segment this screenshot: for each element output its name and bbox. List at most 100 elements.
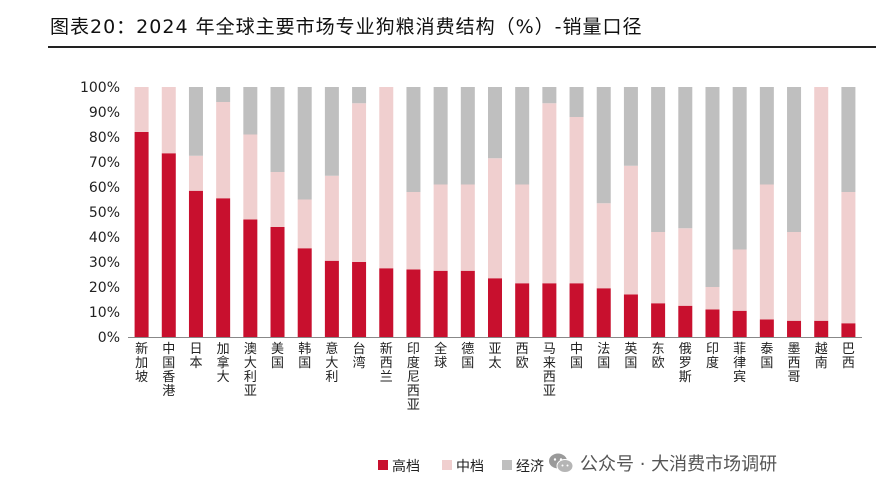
x-category-label: 亚太 bbox=[488, 342, 501, 371]
x-category-label: 新加坡 bbox=[135, 341, 148, 385]
bar-segment-premium bbox=[841, 323, 856, 337]
bar-segment-mid bbox=[678, 228, 693, 306]
bar-segment-economy bbox=[515, 87, 530, 185]
bar-segment-premium bbox=[814, 320, 829, 337]
x-category-label: 美国 bbox=[271, 342, 284, 371]
bar-segment-mid bbox=[188, 155, 203, 191]
bar-segment-premium bbox=[596, 288, 611, 337]
bar-segment-premium bbox=[732, 310, 747, 337]
bar-segment-mid bbox=[134, 87, 149, 132]
bar-segment-mid bbox=[651, 232, 666, 304]
bar-segment-economy bbox=[596, 87, 611, 204]
x-category-label: 菲律宾 bbox=[733, 342, 746, 385]
y-tick-label: 60% bbox=[89, 180, 120, 196]
bar-segment-mid bbox=[161, 87, 176, 154]
x-category-label: 中国香港 bbox=[162, 342, 175, 399]
bar-segment-mid bbox=[569, 117, 584, 284]
legend-label: 经济 bbox=[516, 459, 544, 475]
legend-swatch bbox=[378, 460, 388, 470]
bar-segment-premium bbox=[406, 269, 421, 337]
legend-swatch bbox=[442, 460, 452, 470]
bar-segment-premium bbox=[134, 132, 149, 337]
y-tick-label: 90% bbox=[89, 105, 120, 121]
x-category-label: 西欧 bbox=[516, 342, 529, 371]
bar-segment-economy bbox=[216, 87, 231, 102]
bar-segment-economy bbox=[433, 87, 448, 185]
watermark-text: 公众号 · 大消费市场调研 bbox=[580, 454, 778, 475]
bar-segment-premium bbox=[352, 262, 367, 337]
bar-segment-economy bbox=[488, 87, 502, 159]
bar-segment-premium bbox=[488, 278, 502, 337]
bar-segment-mid bbox=[841, 192, 856, 324]
x-category-label: 法国 bbox=[597, 342, 610, 371]
bar-segment-mid bbox=[297, 199, 312, 249]
y-tick-label: 70% bbox=[89, 155, 120, 171]
bar-segment-mid bbox=[596, 203, 611, 289]
x-category-label: 印度尼西亚 bbox=[407, 342, 420, 413]
bar-segment-premium bbox=[759, 319, 774, 337]
bar-segment-mid bbox=[433, 184, 448, 271]
bar-segment-economy bbox=[569, 87, 584, 117]
bar-segment-mid bbox=[515, 184, 530, 284]
x-category-label: 墨西哥 bbox=[788, 342, 801, 385]
bar-segment-premium bbox=[297, 248, 312, 337]
bar-segment-economy bbox=[243, 87, 258, 135]
y-tick-label: 40% bbox=[89, 230, 120, 246]
title-underline bbox=[48, 46, 876, 48]
bar-segment-mid bbox=[814, 87, 829, 321]
bar-segment-economy bbox=[705, 87, 720, 287]
bar-segment-premium bbox=[569, 283, 584, 337]
y-tick-label: 10% bbox=[89, 305, 120, 321]
bar-segment-mid bbox=[324, 175, 339, 261]
x-category-label: 英国 bbox=[624, 342, 637, 371]
bar-segment-premium bbox=[324, 260, 339, 337]
x-category-label: 俄罗斯 bbox=[679, 342, 692, 385]
legend-label: 高档 bbox=[392, 458, 420, 475]
bar-segment-premium bbox=[188, 190, 203, 337]
legend-swatch bbox=[502, 460, 512, 470]
bar-segment-mid bbox=[460, 184, 475, 271]
bar-segment-economy bbox=[732, 87, 747, 250]
x-category-label: 韩国 bbox=[298, 342, 311, 371]
x-category-label: 新西兰 bbox=[380, 341, 393, 385]
bar-segment-premium bbox=[787, 320, 802, 337]
bar-segment-mid bbox=[406, 192, 421, 270]
y-tick-label: 30% bbox=[89, 255, 120, 271]
y-tick-label: 20% bbox=[89, 280, 120, 296]
bar-segment-mid bbox=[623, 165, 638, 295]
x-category-label: 印度 bbox=[706, 342, 719, 371]
bar-segment-mid bbox=[379, 87, 394, 269]
bar-segment-economy bbox=[270, 87, 285, 172]
bar-segment-mid bbox=[787, 232, 802, 321]
bar-segment-economy bbox=[623, 87, 638, 166]
bar-segment-economy bbox=[460, 87, 475, 185]
x-category-label: 巴西 bbox=[842, 342, 855, 371]
x-category-label: 马来西亚 bbox=[543, 342, 556, 399]
bar-segment-mid bbox=[542, 103, 557, 284]
bar-segment-premium bbox=[460, 270, 475, 337]
x-category-label: 东欧 bbox=[652, 342, 665, 371]
bar-segment-economy bbox=[787, 87, 802, 232]
chart-title: 图表20：2024 年全球主要市场专业狗粮消费结构（%）-销量口径 bbox=[50, 16, 643, 38]
wechat-icon bbox=[549, 453, 574, 473]
x-category-label: 越南 bbox=[815, 342, 828, 371]
bar-segment-economy bbox=[324, 87, 339, 176]
bar-segment-mid bbox=[705, 287, 720, 310]
x-category-label: 全球 bbox=[434, 341, 447, 371]
bar-segment-economy bbox=[542, 87, 557, 104]
bar-segment-economy bbox=[297, 87, 312, 200]
bar-segment-premium bbox=[270, 227, 285, 337]
bar-segment-premium bbox=[216, 198, 231, 337]
x-category-label: 意大利 bbox=[325, 341, 338, 385]
bar-segment-premium bbox=[542, 283, 557, 337]
bar-segment-premium bbox=[243, 219, 258, 337]
bar-segment-premium bbox=[515, 283, 530, 337]
bar-segment-mid bbox=[488, 158, 502, 279]
bar-segment-mid bbox=[216, 102, 231, 199]
bar-segment-mid bbox=[270, 172, 285, 227]
bar-segment-economy bbox=[759, 87, 774, 185]
bar-segment-economy bbox=[352, 87, 367, 104]
x-category-label: 中国 bbox=[570, 342, 583, 371]
bar-segment-premium bbox=[379, 268, 394, 337]
x-category-label: 德国 bbox=[461, 342, 474, 371]
